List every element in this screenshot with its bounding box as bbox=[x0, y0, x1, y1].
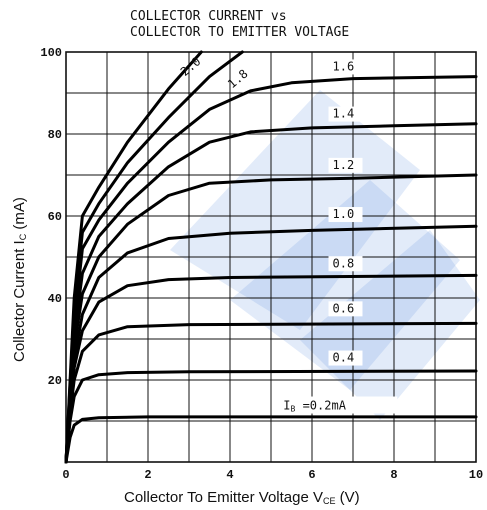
x-tick-label: 0 bbox=[62, 468, 69, 482]
chart-title-line-2: COLLECTOR TO EMITTER VOLTAGE bbox=[130, 25, 349, 40]
x-tick-labels: 0 2 4 6 8 10 bbox=[62, 468, 483, 482]
y-tick-label: 60 bbox=[48, 210, 62, 224]
series-line-ib-2-0 bbox=[64, 50, 203, 464]
y-axis-label: Collector Current IC (mA) bbox=[11, 197, 28, 362]
y-tick-labels: 20 40 60 80 100 bbox=[40, 46, 62, 388]
series-line-ib-0-2 bbox=[64, 415, 478, 464]
curve-label-ib-1-4: 1.4 bbox=[333, 107, 355, 121]
curve-label-bg bbox=[328, 207, 363, 223]
plot-frame bbox=[65, 51, 477, 463]
curve-label-bg bbox=[328, 350, 363, 366]
curve-label-ib-1-8: 1.8 bbox=[225, 67, 251, 92]
curve-label-bg bbox=[328, 256, 363, 272]
curve-label-bg bbox=[328, 301, 363, 317]
curve-label-ib-1-2: 1.2 bbox=[333, 158, 355, 172]
curve-label-ib-0-2: IB =0.2mA bbox=[283, 399, 346, 414]
curve-label-bg bbox=[328, 59, 363, 75]
curve-label-bg bbox=[328, 106, 363, 122]
curve-label-ib-1-0: 1.0 bbox=[333, 207, 355, 221]
x-tick-label: 8 bbox=[390, 468, 397, 482]
curve-label-ib-0-6: 0.6 bbox=[333, 301, 355, 315]
ib-label-bg bbox=[279, 396, 398, 414]
curve-label-ib-0-8: 0.8 bbox=[333, 256, 355, 270]
chart-title-line-1: COLLECTOR CURRENT vs bbox=[130, 9, 287, 24]
x-tick-label: 2 bbox=[144, 468, 151, 482]
grid bbox=[66, 52, 476, 462]
x-tick-label: 4 bbox=[226, 468, 233, 482]
curve-label-ib-1-6: 1.6 bbox=[333, 59, 355, 73]
curve-label-bg bbox=[328, 157, 363, 173]
y-tick-label: 80 bbox=[48, 128, 62, 142]
curves bbox=[64, 50, 478, 464]
x-tick-label: 6 bbox=[308, 468, 315, 482]
y-tick-label: 40 bbox=[48, 292, 62, 306]
x-tick-label: 10 bbox=[469, 468, 483, 482]
y-tick-label: 20 bbox=[48, 374, 62, 388]
chart-title: COLLECTOR CURRENT vs COLLECTOR TO EMITTE… bbox=[130, 9, 349, 40]
y-tick-label: 100 bbox=[40, 46, 62, 60]
curve-label-ib-0-4: 0.4 bbox=[333, 351, 355, 365]
x-axis-label: Collector To Emitter Voltage VCE (V) bbox=[124, 489, 360, 506]
